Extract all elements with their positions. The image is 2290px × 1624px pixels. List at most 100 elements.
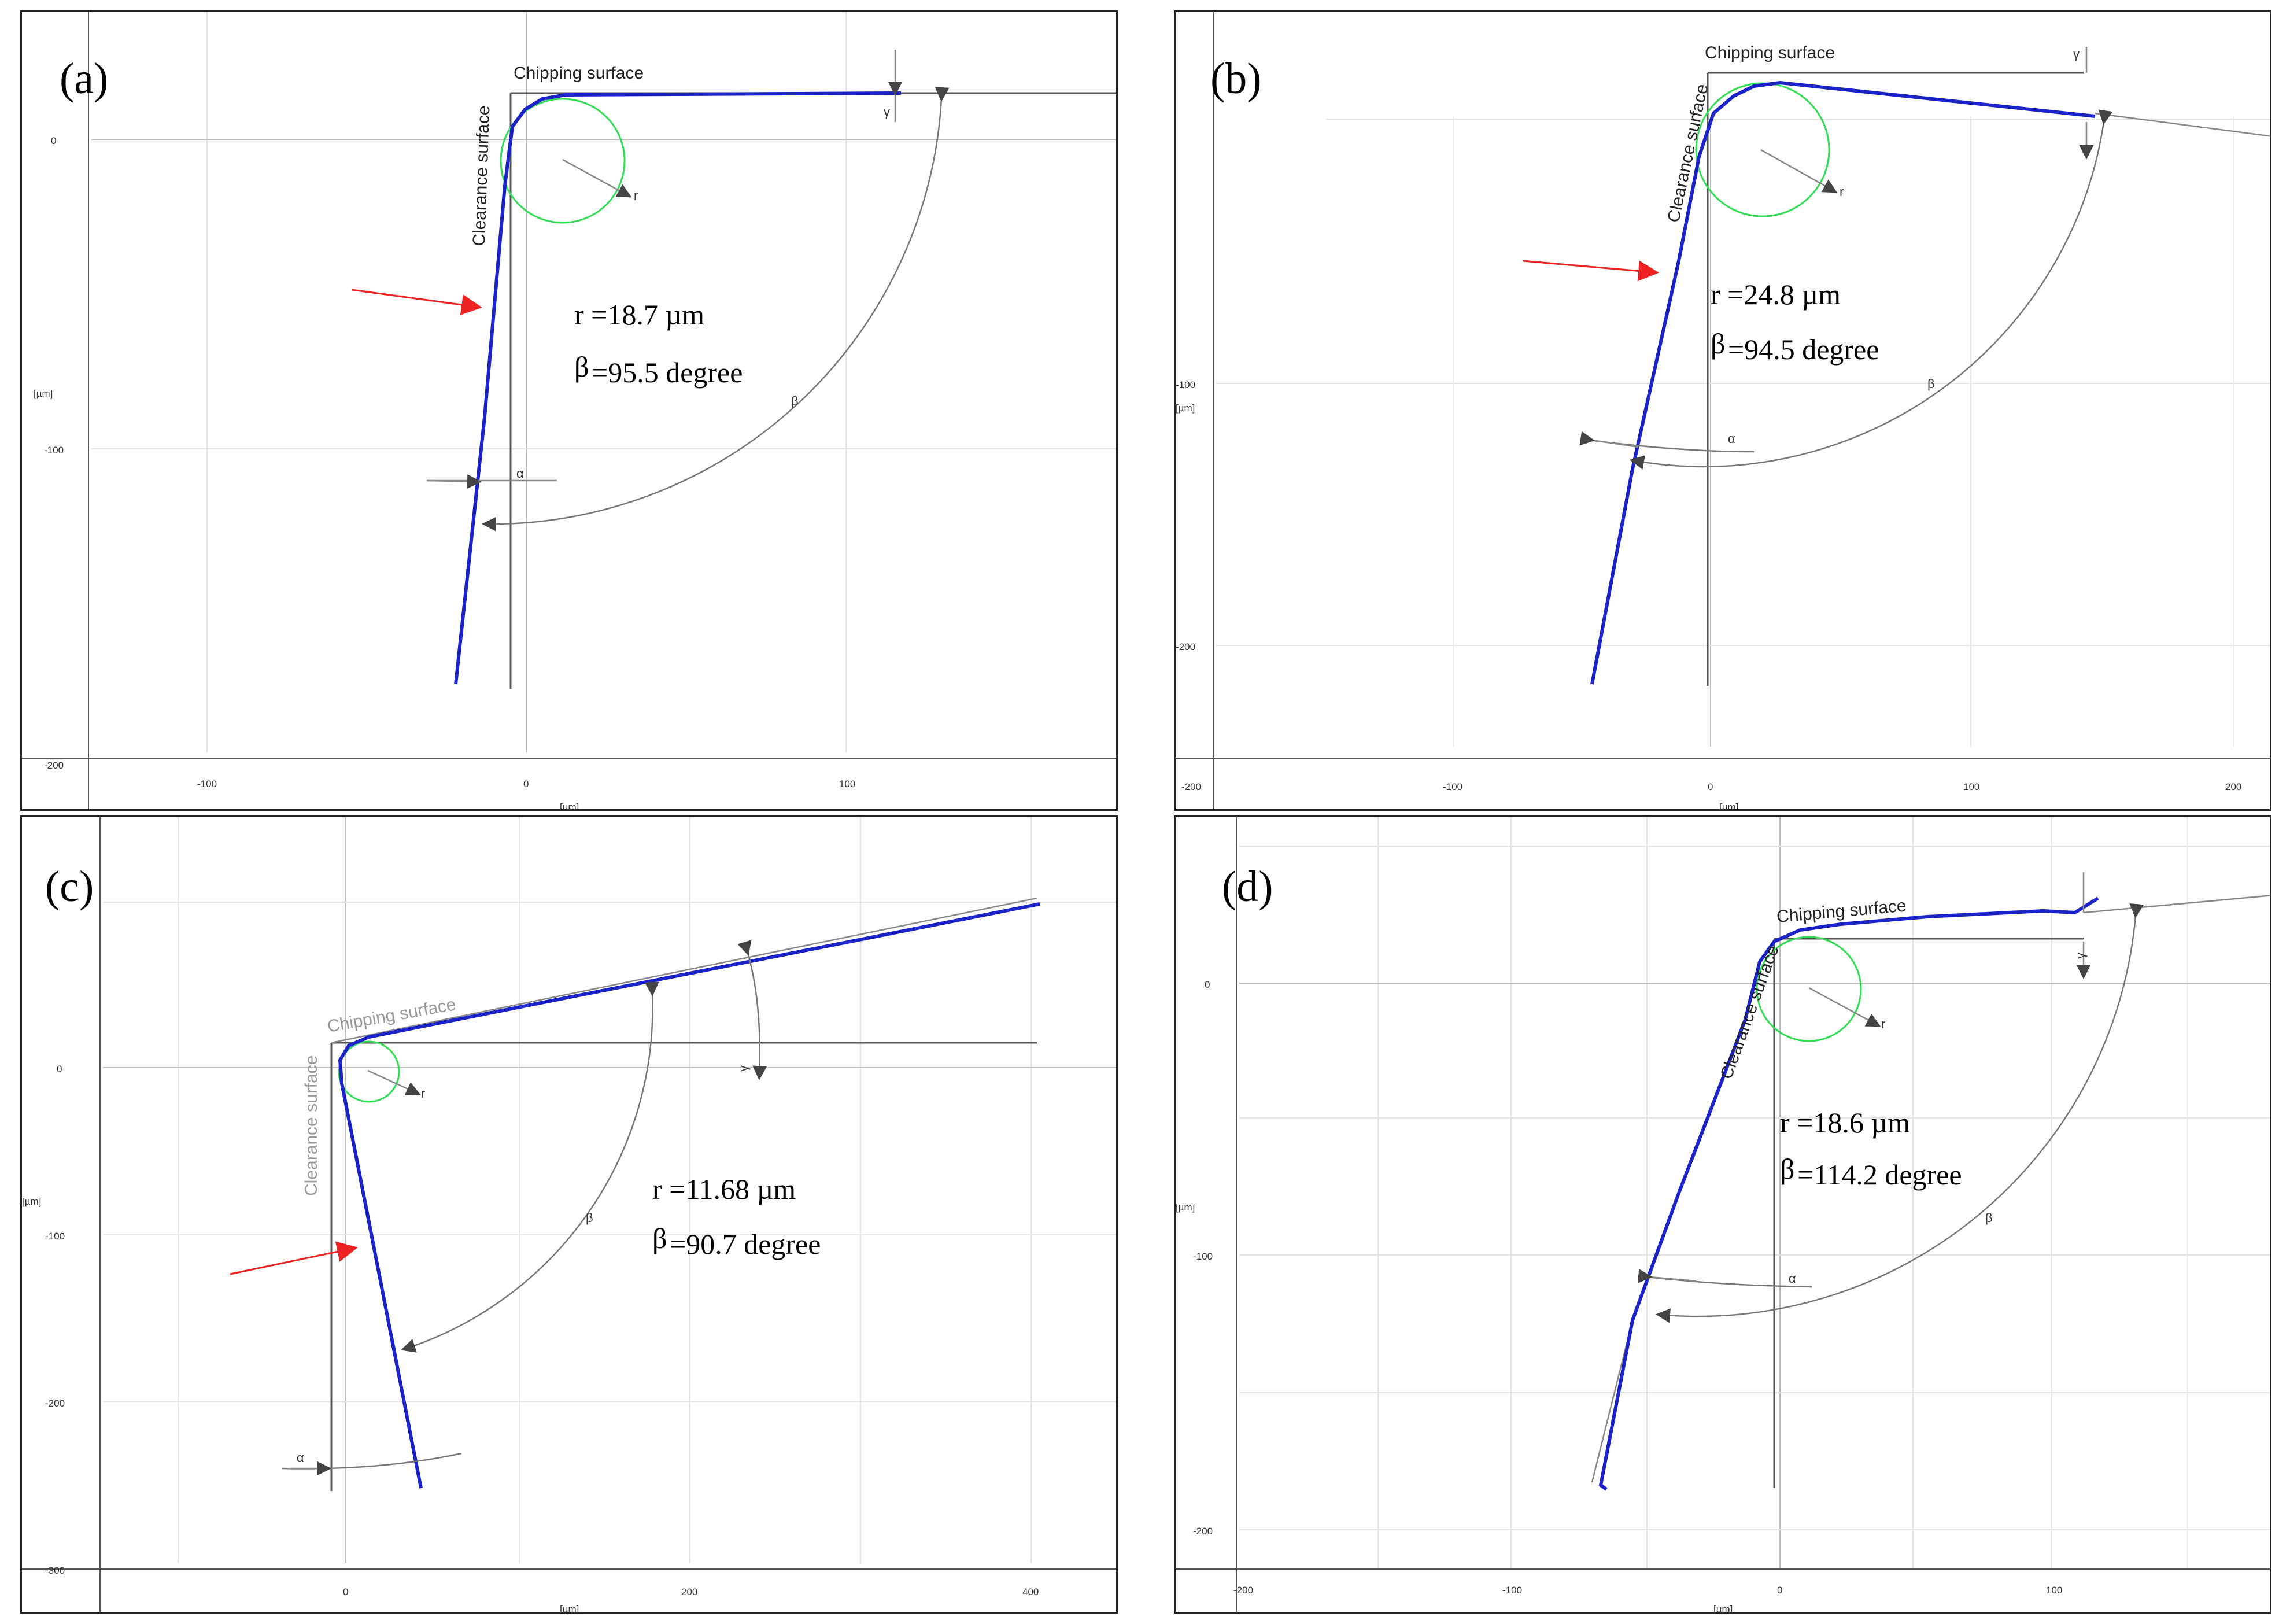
panel-c: (c) 0 -100 -200 -300 [µm] 0 200 400 [µm]… — [20, 815, 1118, 1614]
beta-arc-symbol: β — [586, 1210, 593, 1225]
x-tick: -100 — [1443, 781, 1462, 792]
x-tick: -200 — [1233, 1585, 1253, 1596]
beta-value-annotation: =90.7 degree — [670, 1228, 821, 1260]
x-tick: 0 — [343, 1586, 348, 1597]
x-tick: 100 — [839, 778, 855, 789]
y-axis-unit: [µm] — [22, 1196, 41, 1207]
beta-arc — [1630, 109, 2113, 470]
beta-arc-symbol: β — [791, 394, 799, 408]
x-tick: 0 — [523, 778, 529, 789]
alpha-symbol: α — [516, 466, 524, 481]
gamma-symbol: γ — [2073, 953, 2088, 959]
radius-annotation: r =24.8 µm — [1711, 278, 1841, 311]
gamma-symbol: γ — [736, 1065, 751, 1072]
radius-annotation: r =11.68 µm — [652, 1173, 796, 1205]
y-axis-unit: [µm] — [1176, 1202, 1195, 1213]
panel-b: (b) -100 -200 [µm] -200 -100 0 100 200 [… — [1174, 10, 2271, 811]
chipping-surface-label: Chipping surface — [1705, 43, 1835, 62]
panel-a-plot: (a) 0 -100 -200 [µm] -100 0 100 [µm] r γ… — [22, 12, 1116, 811]
chipping-surface-label: Chipping surface — [1776, 896, 1907, 926]
x-axis-unit: [µm] — [1719, 802, 1738, 811]
panel-b-plot: (b) -100 -200 [µm] -200 -100 0 100 200 [… — [1176, 12, 2270, 811]
beta-arc — [401, 981, 659, 1353]
beta-value-annotation: =114.2 degree — [1797, 1158, 1962, 1191]
y-tick: -200 — [44, 760, 64, 771]
x-tick: 200 — [2225, 781, 2241, 792]
y-tick: -200 — [45, 1398, 65, 1409]
radius-symbol: r — [1881, 1017, 1885, 1031]
gamma-arc — [737, 940, 767, 1080]
radius-line — [1808, 987, 1881, 1027]
alpha-symbol: α — [297, 1450, 304, 1465]
panel-tag: (b) — [1210, 54, 1262, 103]
radius-line — [1760, 149, 1838, 193]
y-axis-unit: [µm] — [1176, 403, 1195, 414]
panel-tag: (d) — [1222, 862, 1273, 911]
y-tick: 0 — [57, 1064, 62, 1075]
radius-line — [562, 158, 632, 198]
beta-value-annotation: =95.5 degree — [592, 356, 743, 389]
y-tick: -100 — [1193, 1251, 1213, 1262]
panel-c-plot: (c) 0 -100 -200 -300 [µm] 0 200 400 [µm]… — [22, 817, 1116, 1614]
beta-symbol-annotation: β — [1711, 327, 1725, 360]
y-tick: -200 — [1193, 1526, 1213, 1537]
beta-arc-symbol: β — [1927, 377, 1935, 391]
radius-symbol: r — [421, 1086, 425, 1101]
cutting-edge-profile — [454, 91, 902, 685]
chipping-tangent-line — [2083, 895, 2270, 914]
panel-tag: (a) — [60, 54, 108, 103]
chipping-tangent-line — [331, 897, 1037, 1044]
radius-symbol: r — [634, 189, 638, 203]
alpha-symbol: α — [1728, 431, 1735, 446]
fit-circle — [338, 1040, 400, 1103]
y-tick: -100 — [44, 445, 64, 456]
panel-tag: (c) — [45, 862, 94, 911]
panel-a: (a) 0 -100 -200 [µm] -100 0 100 [µm] r γ… — [20, 10, 1118, 811]
clearance-surface-label: Clearance surface — [470, 105, 493, 246]
x-tick: 100 — [1963, 781, 1979, 792]
x-axis-unit: [µm] — [560, 1604, 579, 1614]
y-tick: 0 — [51, 135, 56, 146]
panel-d: (d) 0 -100 -200 [µm] -200 -100 0 100 [µm… — [1174, 815, 2271, 1614]
gamma-symbol: γ — [2073, 47, 2080, 61]
x-tick: 200 — [681, 1586, 697, 1597]
beta-value-annotation: =94.5 degree — [1728, 333, 1879, 366]
beta-symbol-annotation: β — [574, 350, 589, 383]
x-tick: 100 — [2046, 1585, 2062, 1596]
x-tick: 400 — [1022, 1586, 1039, 1597]
panel-d-plot: (d) 0 -100 -200 [µm] -200 -100 0 100 [µm… — [1176, 817, 2270, 1614]
grid-lines — [1216, 116, 2270, 747]
beta-arc — [1656, 903, 2144, 1323]
red-indicator-arrow — [351, 289, 482, 315]
fit-circle — [1695, 82, 1830, 217]
x-axis-unit: [µm] — [1713, 1604, 1733, 1614]
y-axis-unit: [µm] — [34, 388, 53, 399]
x-axis-unit: [µm] — [560, 802, 579, 811]
beta-arc-symbol: β — [1985, 1210, 1993, 1225]
cutting-edge-profile — [338, 902, 1040, 1489]
y-tick: -100 — [1176, 379, 1195, 390]
x-tick: -100 — [197, 778, 217, 789]
beta-symbol-annotation: β — [652, 1222, 667, 1254]
red-indicator-arrow — [230, 1241, 358, 1275]
gamma-symbol: γ — [884, 105, 890, 119]
x-tick: -200 — [1181, 781, 1201, 792]
clearance-surface-label: Clearance surface — [1717, 943, 1783, 1082]
grid-lines — [1239, 817, 2270, 1569]
chipping-surface-label: Chipping surface — [514, 64, 644, 83]
y-tick: -200 — [1176, 641, 1195, 652]
x-tick: 0 — [1777, 1585, 1782, 1596]
x-tick: 0 — [1708, 781, 1713, 792]
grid-lines — [103, 817, 1116, 1563]
alpha-arc — [282, 1452, 462, 1470]
clearance-surface-label: Clearance surface — [1664, 82, 1712, 224]
red-indicator-arrow — [1522, 260, 1659, 282]
cutting-edge-profile — [1599, 896, 2099, 1491]
chipping-tangent-line — [2095, 112, 2270, 137]
radius-annotation: r =18.7 µm — [574, 298, 704, 331]
x-tick: -100 — [1502, 1585, 1522, 1596]
clearance-surface-label: Clearance surface — [302, 1055, 321, 1196]
y-tick: -300 — [45, 1565, 65, 1576]
radius-annotation: r =18.6 µm — [1780, 1106, 1910, 1139]
radius-symbol: r — [1840, 184, 1844, 199]
